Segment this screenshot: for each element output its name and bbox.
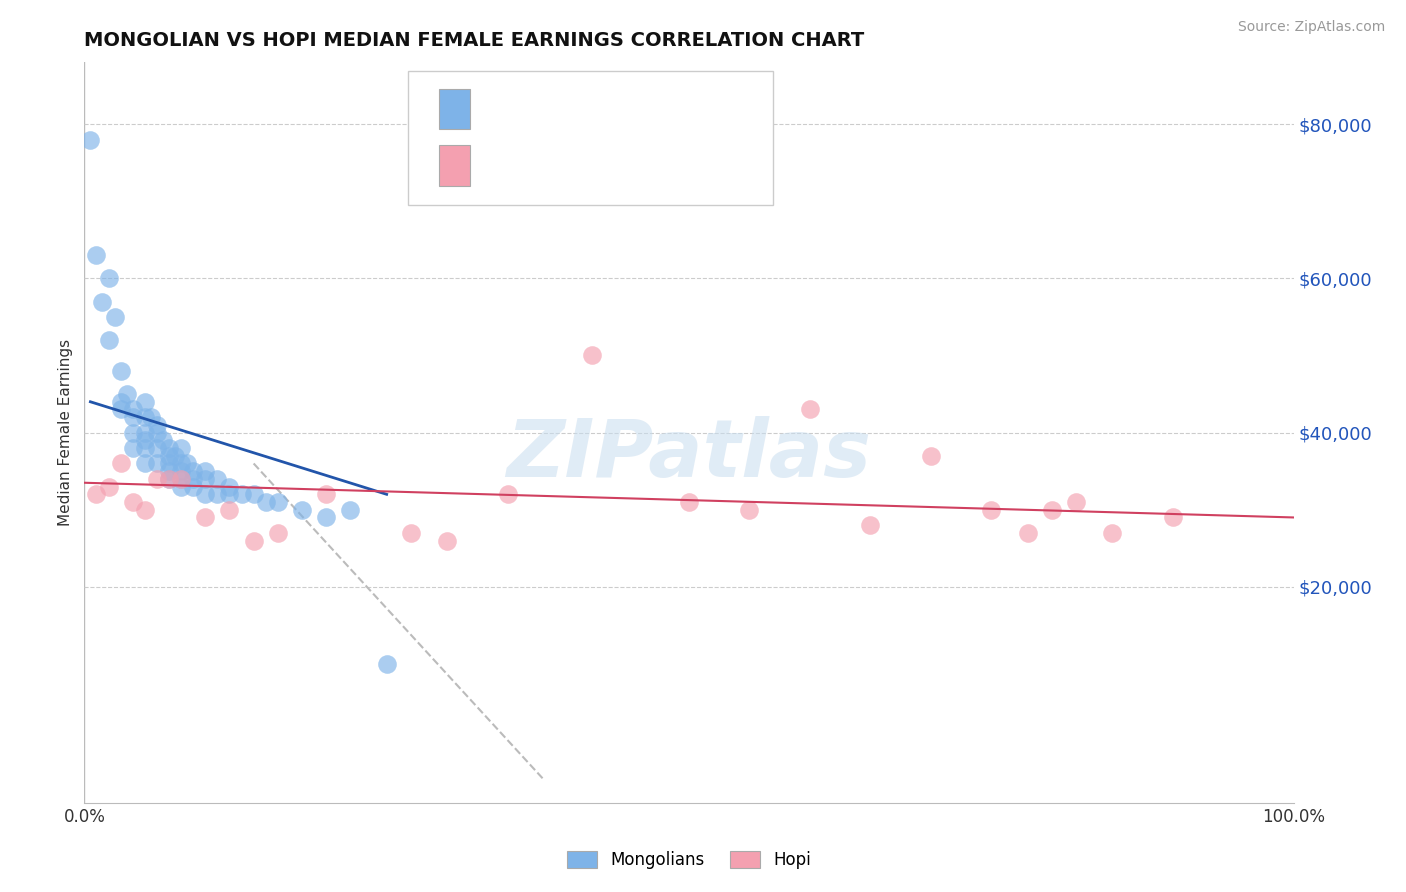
Point <box>1040 502 1063 516</box>
Text: MONGOLIAN VS HOPI MEDIAN FEMALE EARNINGS CORRELATION CHART: MONGOLIAN VS HOPI MEDIAN FEMALE EARNINGS… <box>84 30 865 50</box>
Point <box>315 487 337 501</box>
Text: ZIPatlas: ZIPatlas <box>506 416 872 494</box>
Point <box>110 402 132 417</box>
Point <box>436 533 458 548</box>
Point <box>91 294 114 309</box>
Point <box>157 449 180 463</box>
Text: N = 56: N = 56 <box>589 100 657 119</box>
Point <box>134 502 156 516</box>
Point <box>121 495 143 509</box>
Point <box>79 132 101 146</box>
Point <box>146 425 169 440</box>
Text: N = 28: N = 28 <box>589 156 657 175</box>
Point <box>218 480 240 494</box>
Point <box>157 472 180 486</box>
Point <box>134 434 156 448</box>
Point <box>110 457 132 471</box>
Point <box>496 487 519 501</box>
Text: R = -0.175: R = -0.175 <box>484 100 589 119</box>
Point <box>267 495 290 509</box>
Point <box>97 480 120 494</box>
Point <box>738 502 761 516</box>
Point <box>1101 525 1123 540</box>
Point <box>146 457 169 471</box>
Point <box>157 441 180 455</box>
Point <box>1064 495 1087 509</box>
Point <box>207 472 229 486</box>
Point <box>170 480 193 494</box>
Point <box>980 502 1002 516</box>
Point <box>115 387 138 401</box>
Point <box>104 310 127 324</box>
Point <box>170 464 193 478</box>
Point <box>110 364 132 378</box>
Point <box>86 248 108 262</box>
Point <box>181 464 204 478</box>
Point <box>859 518 882 533</box>
Point <box>181 480 204 494</box>
Point <box>799 402 821 417</box>
Point <box>165 449 187 463</box>
Point <box>86 487 108 501</box>
Point <box>920 449 942 463</box>
Point <box>121 410 143 425</box>
Text: Source: ZipAtlas.com: Source: ZipAtlas.com <box>1237 20 1385 34</box>
Point <box>170 441 193 455</box>
Point <box>97 271 120 285</box>
Point <box>218 487 240 501</box>
Point <box>134 441 156 455</box>
Point <box>242 487 264 501</box>
Point <box>170 472 193 486</box>
Point <box>121 425 143 440</box>
Point <box>291 502 314 516</box>
Point <box>157 464 180 478</box>
Point <box>194 464 217 478</box>
Point <box>194 487 217 501</box>
Point <box>242 533 264 548</box>
Point <box>134 410 156 425</box>
Point <box>170 457 193 471</box>
Point <box>134 394 156 409</box>
Point <box>152 434 174 448</box>
Y-axis label: Median Female Earnings: Median Female Earnings <box>58 339 73 526</box>
Point <box>157 472 180 486</box>
Point <box>375 657 398 671</box>
Point <box>157 457 180 471</box>
Point <box>581 349 603 363</box>
Point <box>399 525 422 540</box>
Point <box>146 417 169 432</box>
Point <box>146 472 169 486</box>
Point <box>218 502 240 516</box>
Point <box>1161 510 1184 524</box>
Point <box>97 333 120 347</box>
Point <box>194 472 217 486</box>
Point <box>121 441 143 455</box>
Point <box>678 495 700 509</box>
Point <box>176 457 198 471</box>
Point <box>194 510 217 524</box>
Point <box>267 525 290 540</box>
Point <box>207 487 229 501</box>
Point <box>315 510 337 524</box>
Point <box>134 425 156 440</box>
Legend: Mongolians, Hopi: Mongolians, Hopi <box>561 845 817 876</box>
Point <box>339 502 361 516</box>
Point <box>121 402 143 417</box>
Point <box>134 457 156 471</box>
Point <box>146 441 169 455</box>
Point <box>231 487 253 501</box>
Point <box>254 495 277 509</box>
Point <box>110 394 132 409</box>
Point <box>170 472 193 486</box>
Point <box>139 410 162 425</box>
Point <box>181 472 204 486</box>
Text: R = -0.193: R = -0.193 <box>484 156 589 175</box>
Point <box>1017 525 1039 540</box>
